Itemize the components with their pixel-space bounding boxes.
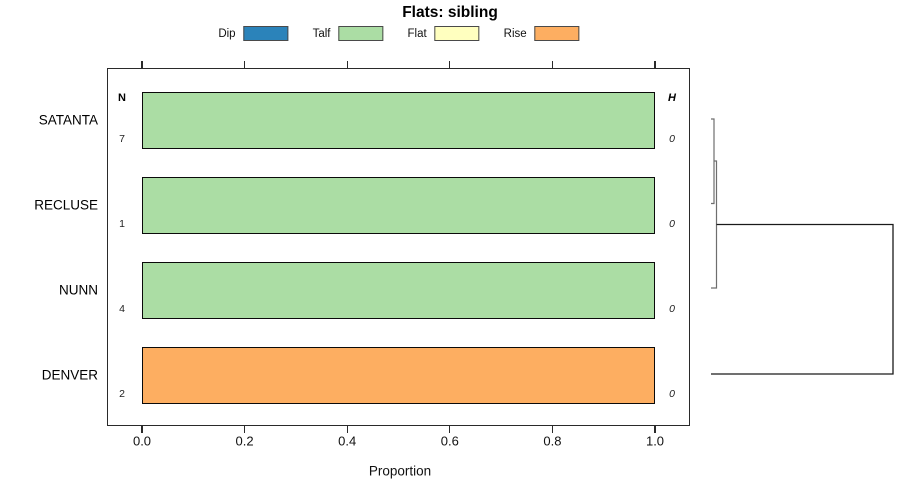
n-column-header: N [118, 92, 126, 104]
row-h-value: 0 [669, 388, 675, 400]
row-n-value: 1 [119, 218, 125, 230]
x-tick-bottom [346, 426, 348, 433]
row-label-satanta: SATANTA [38, 112, 98, 128]
bar-segment-nunn-talf [142, 261, 655, 319]
legend: Dip Talf Flat Rise [218, 26, 580, 41]
row-label-denver: DENVER [41, 367, 98, 383]
legend-item-rise: Rise [504, 26, 580, 41]
x-tick-bottom [449, 426, 451, 433]
plot-border-box [107, 68, 690, 426]
legend-item-talf: Talf [313, 26, 384, 41]
row-n-value: 4 [119, 303, 125, 315]
row-h-value: 0 [669, 303, 675, 315]
legend-item-dip: Dip [218, 26, 289, 41]
row-label-recluse: RECLUSE [34, 197, 98, 213]
dendrogram-merge-2 [711, 160, 718, 289]
bar-segment-denver-rise [142, 346, 655, 404]
x-tick-label: 0.6 [440, 433, 459, 449]
legend-label: Rise [503, 27, 527, 40]
dendrogram-merge-3 [711, 223, 894, 375]
x-tick-label: 1.0 [645, 433, 665, 449]
row-h-value: 0 [669, 133, 675, 145]
dendrogram-merge-1 [711, 118, 715, 205]
row-h-value: 0 [669, 218, 675, 230]
x-tick-label: 0.8 [543, 433, 562, 449]
x-tick-top [654, 61, 656, 68]
legend-swatch-talf [338, 26, 384, 41]
x-axis-title: Proportion [368, 463, 432, 479]
legend-swatch-dip [243, 26, 289, 41]
legend-label: Flat [407, 27, 427, 40]
x-tick-bottom [243, 426, 246, 433]
row-n-value: 2 [119, 388, 125, 400]
legend-item-flat: Flat [407, 26, 480, 41]
x-tick-bottom [654, 426, 656, 433]
h-column-header: H [668, 92, 676, 104]
x-tick-label: 0.0 [132, 433, 152, 449]
chart-title: Flats: sibling [402, 4, 498, 21]
x-tick-top [551, 61, 554, 68]
x-tick-label: 0.4 [338, 433, 357, 449]
legend-swatch-flat [434, 26, 480, 41]
x-tick-label: 0.2 [235, 433, 254, 449]
x-tick-bottom [551, 426, 554, 433]
bar-segment-satanta-talf [142, 91, 655, 149]
x-tick-top [346, 61, 348, 68]
legend-swatch-rise [534, 26, 580, 41]
bar-segment-recluse-talf [142, 176, 655, 234]
x-tick-top [243, 61, 246, 68]
row-n-value: 7 [119, 133, 125, 145]
legend-label: Talf [312, 27, 331, 40]
x-tick-top [141, 61, 143, 68]
x-tick-bottom [141, 426, 143, 433]
x-tick-top [449, 61, 451, 68]
row-label-nunn: NUNN [59, 282, 98, 298]
legend-label: Dip [218, 27, 236, 40]
